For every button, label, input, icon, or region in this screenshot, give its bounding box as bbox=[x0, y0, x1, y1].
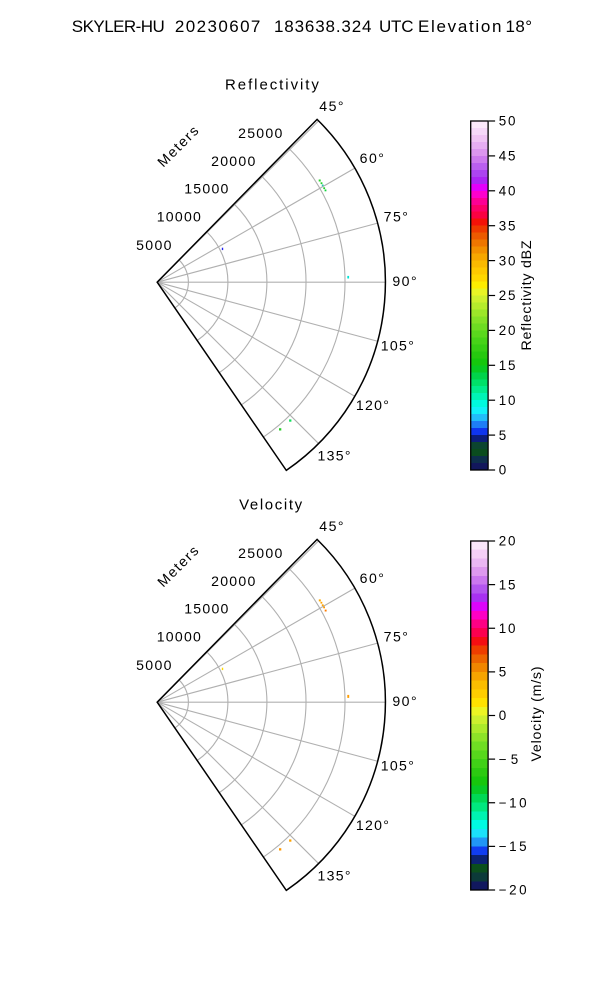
svg-text:105°: 105° bbox=[381, 757, 414, 773]
svg-text:20: 20 bbox=[499, 534, 516, 549]
svg-text:25000: 25000 bbox=[238, 125, 282, 141]
svg-text:20: 20 bbox=[499, 323, 516, 338]
svg-text:Reflectivity: Reflectivity bbox=[225, 77, 319, 94]
svg-text:45°: 45° bbox=[319, 518, 343, 534]
svg-text:105°: 105° bbox=[381, 337, 414, 353]
svg-text:25000: 25000 bbox=[238, 545, 282, 561]
svg-text:0: 0 bbox=[499, 463, 506, 478]
svg-text:20000: 20000 bbox=[211, 573, 255, 589]
svg-text:Velocity: Velocity bbox=[239, 497, 303, 514]
svg-text:−10: −10 bbox=[499, 795, 527, 810]
svg-text:35: 35 bbox=[499, 218, 516, 233]
svg-text:75°: 75° bbox=[384, 208, 408, 224]
svg-text:120°: 120° bbox=[356, 817, 389, 833]
svg-text:20000: 20000 bbox=[211, 153, 255, 169]
svg-text:5: 5 bbox=[499, 428, 506, 443]
svg-text:45: 45 bbox=[499, 149, 516, 164]
svg-text:15: 15 bbox=[499, 577, 516, 592]
svg-text:15: 15 bbox=[499, 358, 516, 373]
svg-text:Reflectivity dBZ: Reflectivity dBZ bbox=[519, 240, 535, 350]
svg-text:45°: 45° bbox=[319, 98, 343, 114]
svg-text:5: 5 bbox=[499, 665, 506, 680]
svg-text:10000: 10000 bbox=[157, 628, 201, 644]
svg-text:10: 10 bbox=[499, 393, 516, 408]
svg-text:5000: 5000 bbox=[136, 657, 172, 673]
svg-text:10000: 10000 bbox=[157, 208, 201, 224]
svg-text:5000: 5000 bbox=[136, 237, 172, 253]
svg-text:90°: 90° bbox=[392, 273, 416, 289]
svg-text:Velocity (m/s): Velocity (m/s) bbox=[529, 667, 545, 762]
svg-text:10: 10 bbox=[499, 621, 516, 636]
svg-text:0: 0 bbox=[499, 708, 506, 723]
svg-text:120°: 120° bbox=[356, 397, 389, 413]
svg-text:25: 25 bbox=[499, 288, 516, 303]
svg-text:15000: 15000 bbox=[184, 181, 228, 197]
svg-text:15000: 15000 bbox=[184, 601, 228, 617]
svg-text:−15: −15 bbox=[499, 839, 527, 854]
svg-text:40: 40 bbox=[499, 184, 516, 199]
svg-text:75°: 75° bbox=[384, 628, 408, 644]
svg-text:30: 30 bbox=[499, 253, 516, 268]
svg-text:135°: 135° bbox=[317, 868, 350, 884]
svg-text:60°: 60° bbox=[360, 150, 384, 166]
svg-text:90°: 90° bbox=[392, 693, 416, 709]
svg-text:135°: 135° bbox=[317, 448, 350, 464]
svg-text:60°: 60° bbox=[360, 570, 384, 586]
svg-text:−20: −20 bbox=[499, 883, 527, 898]
svg-text:50: 50 bbox=[499, 114, 516, 129]
